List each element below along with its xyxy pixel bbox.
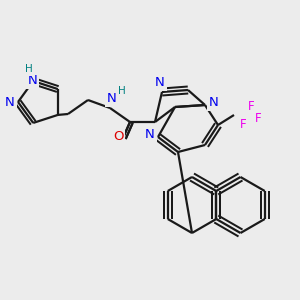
Text: N: N — [209, 97, 219, 110]
Text: F: F — [240, 118, 246, 131]
Text: F: F — [248, 100, 254, 113]
Text: N: N — [145, 128, 155, 142]
Text: O: O — [113, 130, 123, 143]
Text: H: H — [118, 86, 126, 96]
Text: N: N — [5, 95, 15, 109]
Text: N: N — [27, 74, 37, 87]
Text: F: F — [255, 112, 261, 125]
Text: N: N — [155, 76, 165, 89]
Text: H: H — [25, 64, 33, 74]
Text: N: N — [107, 92, 117, 106]
